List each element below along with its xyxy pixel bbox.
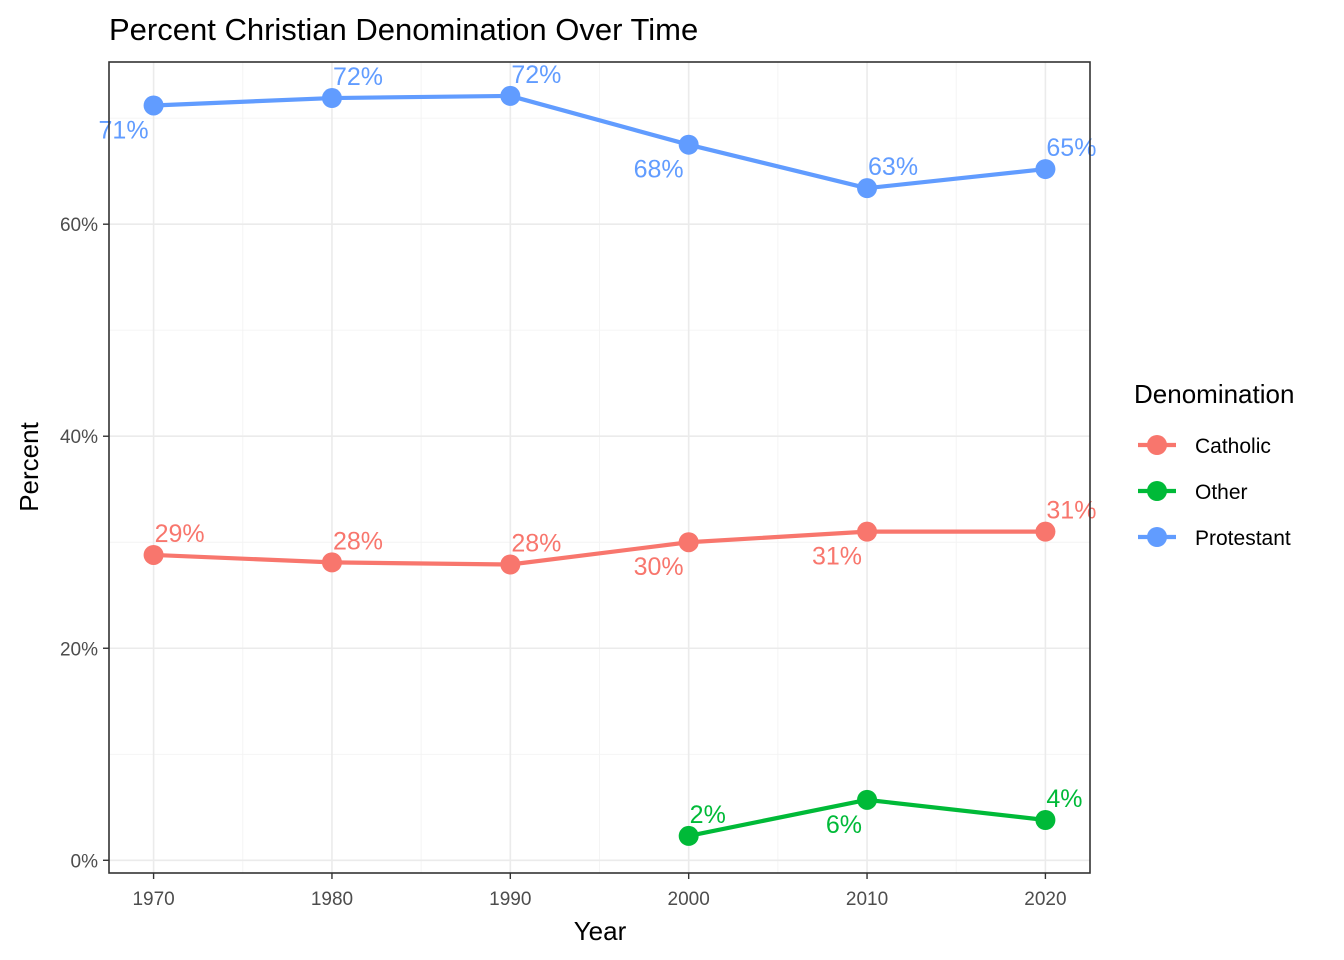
data-point-protestant <box>143 95 164 116</box>
axes: 1970 1980 1990 2000 2010 2020 0% 20% 40% 60% <box>60 215 1067 910</box>
data-label-catholic: 31% <box>1046 497 1096 525</box>
chart-title: Percent Christian Denomination Over Time <box>109 12 698 47</box>
data-label-catholic: 31% <box>812 543 862 571</box>
grid <box>109 62 1090 873</box>
x-tick-label: 2000 <box>668 889 710 910</box>
data-label-protestant: 72% <box>511 61 561 89</box>
series-line-protestant <box>153 93 1046 191</box>
x-tick-label: 1980 <box>311 889 353 910</box>
data-label-protestant: 65% <box>1046 134 1096 162</box>
y-tick-label: 0% <box>71 851 99 872</box>
y-tick-label: 60% <box>60 215 98 236</box>
series-other <box>678 789 1056 846</box>
legend-entries: Catholic Other Protestant <box>1138 435 1291 550</box>
data-point-protestant <box>1035 159 1056 180</box>
legend-key-point <box>1147 435 1167 455</box>
data-point-catholic <box>857 521 878 542</box>
x-tick-label: 2020 <box>1024 889 1066 910</box>
legend-entry-catholic: Catholic <box>1138 435 1271 458</box>
data-label-catholic: 30% <box>634 553 684 581</box>
x-tick-label: 1990 <box>489 889 531 910</box>
data-point-catholic <box>321 552 342 573</box>
data-point-other <box>857 789 878 810</box>
data-point-protestant <box>857 178 878 199</box>
legend-label: Protestant <box>1195 527 1291 550</box>
data-point-other <box>678 825 699 846</box>
series-line-catholic <box>153 529 1046 567</box>
y-axis-title: Percent <box>14 421 44 511</box>
data-point-catholic <box>1035 521 1056 542</box>
data-point-catholic <box>500 554 521 575</box>
data-point-protestant <box>500 85 521 106</box>
legend: Denomination Catholic Other Protestant <box>1134 379 1294 550</box>
legend-title: Denomination <box>1134 379 1294 409</box>
data-label-catholic: 29% <box>155 520 205 548</box>
legend-key-point <box>1147 527 1167 547</box>
data-label-protestant: 72% <box>333 63 383 91</box>
x-axis-title: Year <box>574 916 627 946</box>
data-label-other: 6% <box>826 811 862 839</box>
legend-key-point <box>1147 481 1167 501</box>
legend-entry-other: Other <box>1138 481 1248 504</box>
data-label-other: 2% <box>690 801 726 829</box>
legend-label: Other <box>1195 481 1248 504</box>
y-tick-label: 40% <box>60 427 98 448</box>
data-label-catholic: 28% <box>511 530 561 558</box>
data-label-protestant: 63% <box>868 153 918 181</box>
data-point-protestant <box>678 134 699 155</box>
data-label-catholic: 28% <box>333 527 383 555</box>
x-tick-label: 1970 <box>132 889 174 910</box>
legend-label: Catholic <box>1195 435 1271 458</box>
y-tick-label: 20% <box>60 639 98 660</box>
data-point-protestant <box>321 88 342 109</box>
series-catholic <box>143 521 1056 575</box>
data-label-protestant: 68% <box>634 156 684 184</box>
data-label-protestant: 71% <box>99 116 149 144</box>
data-point-catholic <box>143 544 164 565</box>
data-point-catholic <box>678 532 699 553</box>
series-layer <box>143 85 1056 846</box>
data-point-other <box>1035 809 1056 830</box>
plot-panel-border <box>108 61 1091 874</box>
data-labels: 29% 28% 28% 30% 31% 31% 2% 6% 4% 71% 72% 72% 68% 63% 6… <box>99 61 1097 839</box>
data-label-other: 4% <box>1046 785 1082 813</box>
series-protestant <box>143 85 1056 199</box>
legend-entry-protestant: Protestant <box>1138 527 1291 550</box>
x-tick-label: 2010 <box>846 889 888 910</box>
